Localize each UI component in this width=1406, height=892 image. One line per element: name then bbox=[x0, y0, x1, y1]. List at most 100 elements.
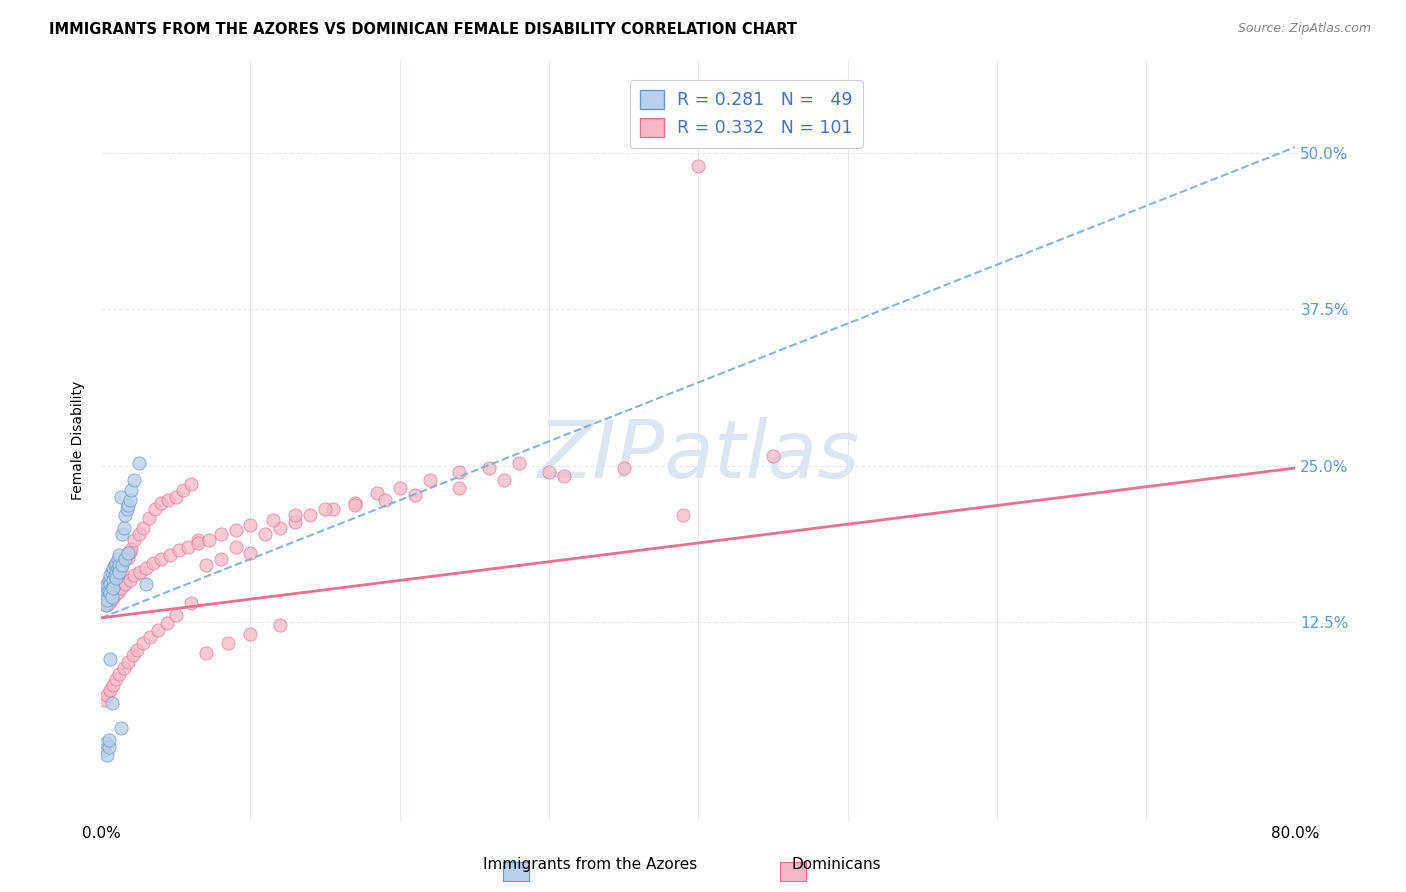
Point bbox=[157, 493, 180, 508]
Point bbox=[108, 667, 131, 681]
Point bbox=[672, 508, 695, 523]
Point bbox=[388, 481, 411, 495]
Point bbox=[108, 549, 131, 563]
Point bbox=[132, 521, 155, 535]
Point bbox=[322, 502, 344, 516]
Point bbox=[139, 630, 162, 644]
Point bbox=[111, 558, 134, 573]
Point bbox=[94, 583, 117, 598]
Point bbox=[101, 561, 124, 575]
Point bbox=[419, 474, 441, 488]
Point bbox=[96, 593, 118, 607]
Point bbox=[239, 627, 262, 641]
Point bbox=[177, 540, 200, 554]
Point bbox=[135, 577, 157, 591]
Point bbox=[93, 693, 115, 707]
Point bbox=[117, 655, 139, 669]
Text: Source: ZipAtlas.com: Source: ZipAtlas.com bbox=[1237, 22, 1371, 36]
Point bbox=[107, 561, 129, 575]
Point bbox=[96, 577, 118, 591]
Point bbox=[104, 565, 127, 579]
Point bbox=[101, 678, 124, 692]
Point bbox=[156, 615, 179, 630]
Point bbox=[187, 533, 209, 548]
Point bbox=[172, 483, 194, 498]
Point bbox=[97, 583, 120, 598]
Point bbox=[374, 493, 396, 508]
Point bbox=[98, 586, 121, 600]
Point bbox=[94, 586, 117, 600]
Point bbox=[97, 574, 120, 588]
Point bbox=[117, 550, 139, 565]
Point bbox=[108, 558, 131, 573]
Point bbox=[97, 739, 120, 754]
Point bbox=[98, 574, 121, 588]
Point bbox=[105, 556, 128, 570]
Point bbox=[96, 748, 118, 763]
Text: Dominicans: Dominicans bbox=[792, 857, 882, 872]
Point bbox=[149, 552, 172, 566]
Point bbox=[404, 488, 426, 502]
Point bbox=[107, 567, 129, 582]
Point bbox=[96, 581, 118, 595]
Point bbox=[128, 456, 150, 470]
Point bbox=[94, 736, 117, 750]
Point bbox=[97, 577, 120, 591]
Point bbox=[194, 646, 217, 660]
Point bbox=[120, 483, 142, 498]
Point bbox=[104, 558, 127, 573]
Point bbox=[538, 465, 561, 479]
Point bbox=[96, 689, 118, 703]
Point bbox=[343, 496, 366, 510]
Point bbox=[143, 502, 166, 516]
Point bbox=[105, 571, 128, 585]
Point bbox=[93, 586, 115, 600]
Point bbox=[165, 608, 187, 623]
Point bbox=[688, 159, 710, 173]
Point bbox=[129, 565, 152, 579]
Point bbox=[269, 618, 291, 632]
Point bbox=[138, 511, 160, 525]
Point bbox=[180, 596, 202, 610]
Point bbox=[115, 547, 138, 561]
Point bbox=[93, 581, 115, 595]
Point bbox=[100, 590, 122, 604]
Point bbox=[94, 599, 117, 613]
Point bbox=[117, 499, 139, 513]
Point bbox=[105, 672, 128, 686]
Point bbox=[111, 556, 134, 570]
Point bbox=[105, 561, 128, 575]
Point bbox=[97, 733, 120, 747]
Text: IMMIGRANTS FROM THE AZORES VS DOMINICAN FEMALE DISABILITY CORRELATION CHART: IMMIGRANTS FROM THE AZORES VS DOMINICAN … bbox=[49, 22, 797, 37]
Text: ZIPatlas: ZIPatlas bbox=[537, 417, 859, 495]
Point bbox=[478, 461, 501, 475]
Point bbox=[146, 624, 169, 638]
Point bbox=[122, 533, 145, 548]
Point bbox=[115, 502, 138, 516]
Point bbox=[112, 553, 135, 567]
Point bbox=[108, 565, 131, 579]
Point bbox=[114, 577, 136, 591]
Point bbox=[343, 499, 366, 513]
Point bbox=[239, 518, 262, 533]
Text: Immigrants from the Azores: Immigrants from the Azores bbox=[484, 857, 697, 872]
Point bbox=[165, 490, 187, 504]
Point bbox=[105, 565, 128, 579]
Point bbox=[121, 648, 143, 663]
Point bbox=[494, 474, 516, 488]
Point bbox=[114, 508, 136, 523]
Y-axis label: Female Disability: Female Disability bbox=[72, 381, 86, 500]
Point bbox=[449, 465, 471, 479]
Point bbox=[110, 581, 132, 595]
Point bbox=[135, 561, 157, 575]
Point bbox=[187, 536, 209, 550]
Point bbox=[142, 556, 165, 570]
Point bbox=[101, 568, 124, 582]
Point bbox=[100, 565, 122, 579]
Point bbox=[98, 577, 121, 591]
Point bbox=[112, 661, 135, 675]
Point bbox=[122, 474, 145, 488]
Point bbox=[314, 502, 336, 516]
Point bbox=[117, 546, 139, 560]
Point bbox=[159, 549, 181, 563]
